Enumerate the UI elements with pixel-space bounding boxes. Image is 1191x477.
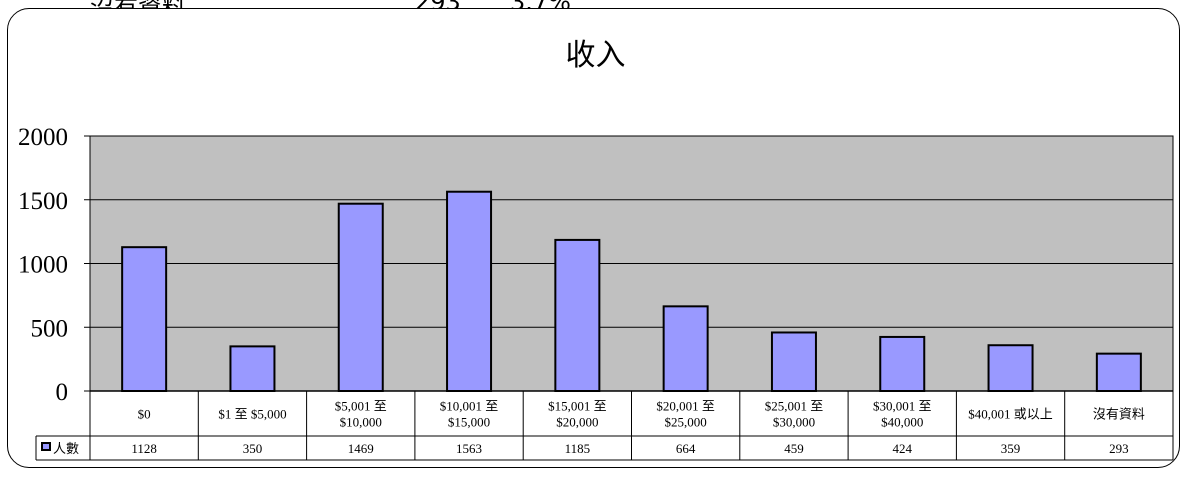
x-category-label: $10,000 <box>340 415 382 430</box>
bar <box>229 345 276 392</box>
data-table-value: 1128 <box>131 441 157 456</box>
data-table-value: 350 <box>243 441 263 456</box>
data-table-value: 359 <box>1001 441 1021 456</box>
bar <box>770 331 817 393</box>
x-category-label: $20,001 至 <box>656 399 715 414</box>
x-category-label: $30,000 <box>773 415 815 430</box>
x-category-label: 沒有資料 <box>1093 407 1145 422</box>
x-category-label: $25,001 至 <box>765 399 824 414</box>
data-table-value: 1563 <box>456 441 482 456</box>
legend-key <box>41 442 51 451</box>
x-category-label: $15,000 <box>448 415 490 430</box>
bar <box>1095 352 1142 392</box>
data-table-value: 424 <box>893 441 913 456</box>
bar <box>987 344 1034 393</box>
bar <box>121 246 168 392</box>
y-tick-label: 1500 <box>18 188 68 215</box>
x-category-label: $25,000 <box>665 415 707 430</box>
y-tick-label: 1000 <box>18 252 68 279</box>
chart-title: 收入 <box>565 38 626 73</box>
x-category-label: $1 至 $5,000 <box>218 407 286 422</box>
y-tick-label: 0 <box>56 379 69 406</box>
x-category-label: $15,001 至 <box>548 399 607 414</box>
data-table-value: 459 <box>784 441 804 456</box>
bar <box>554 238 601 392</box>
data-table-value: 1185 <box>565 441 591 456</box>
x-category-label: $40,000 <box>881 415 923 430</box>
bar <box>879 335 926 393</box>
data-table-value: 293 <box>1109 441 1129 456</box>
x-category-label: $5,001 至 <box>335 399 387 414</box>
x-category-label: $10,001 至 <box>440 399 499 414</box>
data-table-value: 1469 <box>348 441 374 456</box>
bar <box>337 202 384 392</box>
bar <box>446 190 493 392</box>
legend-label: 人數 <box>53 442 79 457</box>
y-tick-label: 2000 <box>18 124 68 151</box>
x-category-label: $40,001 或以上 <box>968 407 1053 422</box>
x-category-label: $20,000 <box>556 415 598 430</box>
y-tick-label: 500 <box>31 315 69 342</box>
x-category-label: $0 <box>138 407 151 422</box>
x-category-label: $30,001 至 <box>873 399 932 414</box>
data-table-value: 664 <box>676 441 696 456</box>
bar <box>662 305 709 392</box>
